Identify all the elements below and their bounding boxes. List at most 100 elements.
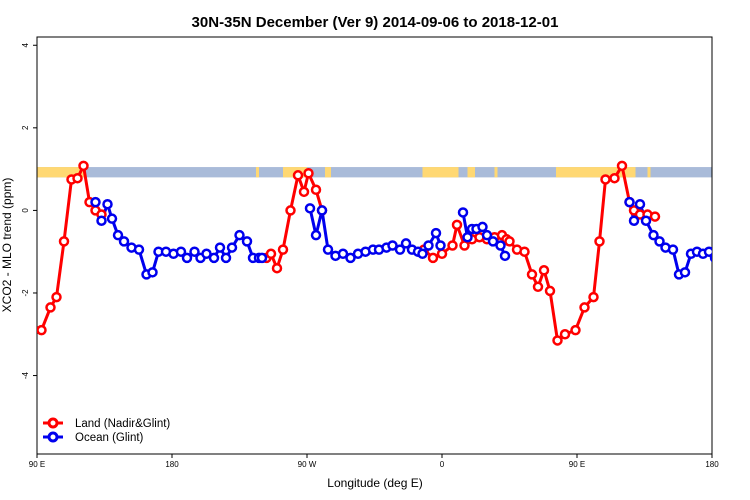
land-series-line <box>422 164 656 342</box>
land-data-point <box>72 172 83 184</box>
ocean-data-point <box>234 229 245 241</box>
land-data-point <box>436 248 448 260</box>
y-axis-label: XCO2 - MLO trend (ppm) <box>0 178 14 313</box>
ocean-data-point <box>435 240 446 251</box>
land-data-point <box>292 170 304 181</box>
land-data-point <box>78 160 89 172</box>
land-series-line <box>265 171 324 270</box>
ocean-data-point <box>394 244 406 255</box>
ocean-data-point <box>133 244 145 255</box>
ocean-data-point <box>709 253 712 263</box>
ocean-data-point <box>679 267 691 278</box>
ocean-data-point <box>322 244 334 255</box>
ocean-data-point <box>628 215 640 226</box>
x-tick-label: 180 <box>705 460 719 469</box>
land-data-point <box>570 324 581 336</box>
ocean-data-point <box>417 248 428 260</box>
ocean-data-point <box>181 252 193 264</box>
land-strip-segment <box>422 167 459 178</box>
legend: Land (Nadir&Glint) Ocean (Glint) <box>43 417 170 444</box>
land-strip-segment <box>647 167 651 178</box>
land-data-point <box>559 329 571 340</box>
land-data-point <box>588 291 599 303</box>
ocean-data-point <box>423 240 434 251</box>
land-data-point <box>310 184 322 196</box>
ocean-data-point <box>208 252 220 264</box>
legend-ocean-label: Ocean (Glint) <box>75 432 144 444</box>
ocean-data-point <box>214 242 226 253</box>
land-data-point <box>285 205 296 216</box>
ocean-data-point <box>175 246 187 257</box>
ocean-data-point <box>256 252 268 264</box>
ocean-data-point <box>241 236 253 247</box>
ocean-data-point <box>400 238 412 249</box>
land-data-point <box>37 324 47 336</box>
ocean-data-point <box>487 236 499 247</box>
ocean-data-point <box>112 229 124 241</box>
ocean-data-point <box>703 246 712 257</box>
series-group <box>37 160 712 346</box>
ocean-strip <box>37 167 712 178</box>
land-data-point <box>298 186 310 198</box>
ocean-data-point <box>220 252 232 264</box>
land-data-point <box>579 302 590 313</box>
ocean-data-point <box>345 252 356 264</box>
x-axis-label: Longitude (deg E) <box>327 476 422 490</box>
land-data-point <box>538 265 550 276</box>
land-data-point <box>649 211 661 222</box>
land-data-point <box>532 281 544 293</box>
land-data-point <box>277 244 289 255</box>
land-data-point <box>519 246 530 257</box>
land-data-point <box>265 248 277 260</box>
land-data-point <box>504 236 515 247</box>
chart-title: 30N-35N December (Ver 9) 2014-09-06 to 2… <box>192 14 559 31</box>
land-data-point <box>616 160 628 172</box>
ocean-data-point <box>477 221 488 233</box>
y-tick-label: -4 <box>21 371 30 379</box>
legend-land-label: Land (Nadir&Glint) <box>75 418 170 430</box>
land-data-point <box>271 262 283 274</box>
land-strip-segment <box>37 167 85 178</box>
plot-frame <box>36 36 713 455</box>
ocean-data-point <box>430 227 442 239</box>
ocean-data-point <box>481 229 493 241</box>
ocean-data-point <box>457 207 469 218</box>
ocean-data-point <box>499 250 511 262</box>
land-data-point <box>451 219 463 231</box>
ocean-data-point <box>648 229 659 241</box>
ocean-data-point <box>337 248 349 260</box>
land-data-point <box>51 291 62 303</box>
x-tick-label: 180 <box>165 460 179 469</box>
ocean-data-point <box>316 205 328 216</box>
ocean-data-point <box>387 240 398 251</box>
ocean-data-point <box>96 215 107 226</box>
land-data-point <box>45 302 56 313</box>
axis-ticks: 90 E 180 90 W 0 90 E 180 -4 -2 0 2 4 <box>21 42 719 469</box>
x-tick-label: 0 <box>440 460 445 469</box>
land-data-point <box>427 252 439 264</box>
ocean-data-point <box>226 242 238 253</box>
ocean-data-point <box>634 198 646 210</box>
ocean-data-point <box>304 203 316 214</box>
ocean-data-point <box>147 267 158 278</box>
land-strip-segment <box>467 167 475 178</box>
ocean-data-point <box>462 231 473 243</box>
ocean-data-point <box>90 196 101 208</box>
land-strip-segment <box>556 167 636 178</box>
land-data-point <box>447 240 458 251</box>
land-data-point <box>526 269 538 280</box>
ocean-data-point <box>640 215 652 226</box>
land-data-point <box>552 335 563 346</box>
ocean-data-point <box>310 229 322 241</box>
y-tick-label: 2 <box>21 125 30 130</box>
land-data-point <box>594 236 605 247</box>
land-data-point <box>600 174 611 185</box>
y-tick-label: 4 <box>21 42 30 47</box>
x-tick-label: 90 W <box>298 460 317 469</box>
x-tick-label: 90 E <box>569 460 585 469</box>
x-tick-label: 90 E <box>29 460 45 469</box>
ocean-data-point <box>624 196 635 208</box>
y-tick-label: -2 <box>21 289 30 297</box>
land-data-point <box>609 172 620 184</box>
